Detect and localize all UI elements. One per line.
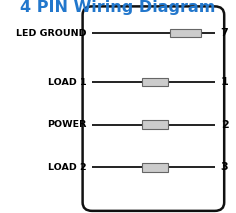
Text: 1: 1: [221, 77, 228, 87]
Text: 2: 2: [221, 120, 228, 130]
Text: LOAD 2: LOAD 2: [47, 163, 86, 172]
Text: LOAD 1: LOAD 1: [47, 78, 86, 86]
Text: LED GROUND: LED GROUND: [16, 29, 86, 37]
FancyBboxPatch shape: [83, 6, 224, 211]
Text: 7: 7: [221, 28, 228, 38]
Text: 4 PIN Wiring Diagram: 4 PIN Wiring Diagram: [20, 0, 216, 15]
FancyBboxPatch shape: [142, 78, 168, 86]
FancyBboxPatch shape: [142, 120, 168, 129]
Text: POWER: POWER: [47, 120, 86, 129]
FancyBboxPatch shape: [142, 163, 168, 172]
FancyBboxPatch shape: [170, 29, 201, 37]
Text: 3: 3: [221, 162, 228, 172]
